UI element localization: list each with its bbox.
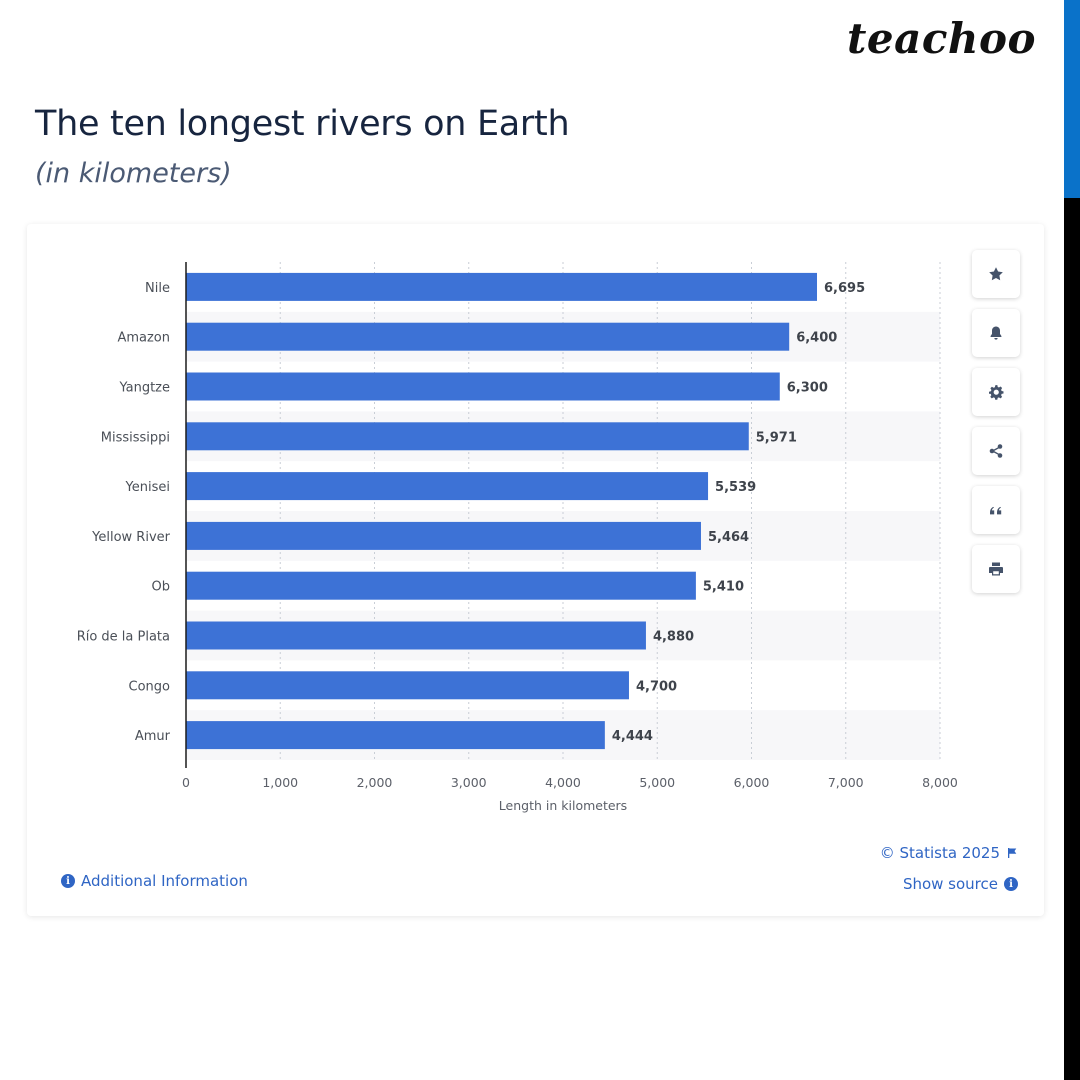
chart-title: The ten longest rivers on Earth [35, 104, 570, 144]
x-tick-label: 1,000 [262, 775, 298, 790]
data-label: 4,444 [612, 729, 653, 744]
additional-information-label: Additional Information [81, 872, 248, 890]
quote-icon [990, 506, 1002, 515]
bar [186, 521, 701, 550]
show-source-label: Show source [902, 875, 998, 893]
category-label: Amur [135, 729, 171, 744]
data-label: 4,880 [653, 630, 694, 645]
share-button[interactable] [972, 427, 1020, 475]
data-label: 5,410 [703, 580, 744, 595]
chart-card: Nile 6,695 Amazon 6,400 Yangtze 6,300 Mississi… [27, 224, 1044, 916]
gear-icon [989, 385, 1004, 400]
bar [186, 721, 605, 750]
data-label: 6,695 [824, 281, 865, 296]
bar [186, 372, 780, 401]
x-tick-label: 8,000 [922, 775, 958, 790]
share-icon [989, 444, 1003, 458]
chart-subtitle: (in kilometers) [35, 158, 232, 189]
flag-icon [1008, 848, 1017, 858]
bar [186, 422, 749, 451]
x-tick-label: 4,000 [545, 775, 581, 790]
notification-button[interactable] [972, 309, 1020, 357]
category-label: Yellow River [91, 530, 170, 545]
category-label: Yenisei [125, 480, 170, 495]
x-tick-label: 3,000 [451, 775, 487, 790]
copyright-label: © Statista 2025 [879, 844, 1000, 862]
info-icon: i [61, 874, 75, 888]
brand-logo: teachoo [847, 14, 1036, 63]
x-tick-label: 0 [182, 775, 190, 790]
print-button[interactable] [972, 545, 1020, 593]
bar [186, 272, 818, 301]
data-label: 4,700 [636, 679, 677, 694]
x-tick-label: 6,000 [734, 775, 770, 790]
statista-copyright[interactable]: © Statista 2025 [880, 844, 1018, 862]
cite-button[interactable] [972, 486, 1020, 534]
bar [186, 472, 709, 501]
bar [186, 571, 696, 600]
favorite-button[interactable] [972, 250, 1020, 298]
page-side-bar [1064, 0, 1080, 1080]
category-label: Nile [145, 281, 170, 296]
bar [186, 322, 790, 351]
data-label: 5,971 [756, 430, 797, 445]
data-label: 6,400 [796, 331, 837, 346]
category-label: Yangtze [118, 381, 170, 396]
bar [186, 621, 646, 650]
x-tick-label: 5,000 [639, 775, 675, 790]
x-axis-title: Length in kilometers [499, 798, 627, 813]
category-label: Río de la Plata [77, 630, 170, 645]
bar [186, 671, 629, 700]
settings-button[interactable] [972, 368, 1020, 416]
star-icon [989, 267, 1003, 281]
additional-information-link[interactable]: i Additional Information [61, 872, 248, 890]
category-label: Ob [152, 580, 170, 595]
bar-chart: Nile 6,695 Amazon 6,400 Yangtze 6,300 Mississi… [77, 262, 958, 813]
x-tick-label: 2,000 [357, 775, 393, 790]
show-source-link[interactable]: Show source i [903, 875, 1018, 893]
bell-icon [990, 326, 1002, 340]
category-label: Congo [129, 679, 171, 694]
category-label: Mississippi [101, 430, 170, 445]
data-label: 6,300 [787, 381, 828, 396]
info-icon: i [1004, 877, 1018, 891]
data-label: 5,464 [708, 530, 749, 545]
print-icon [989, 562, 1003, 576]
category-label: Amazon [117, 331, 170, 346]
side-bar-accent [1064, 0, 1080, 198]
x-tick-label: 7,000 [828, 775, 864, 790]
data-label: 5,539 [715, 480, 756, 495]
